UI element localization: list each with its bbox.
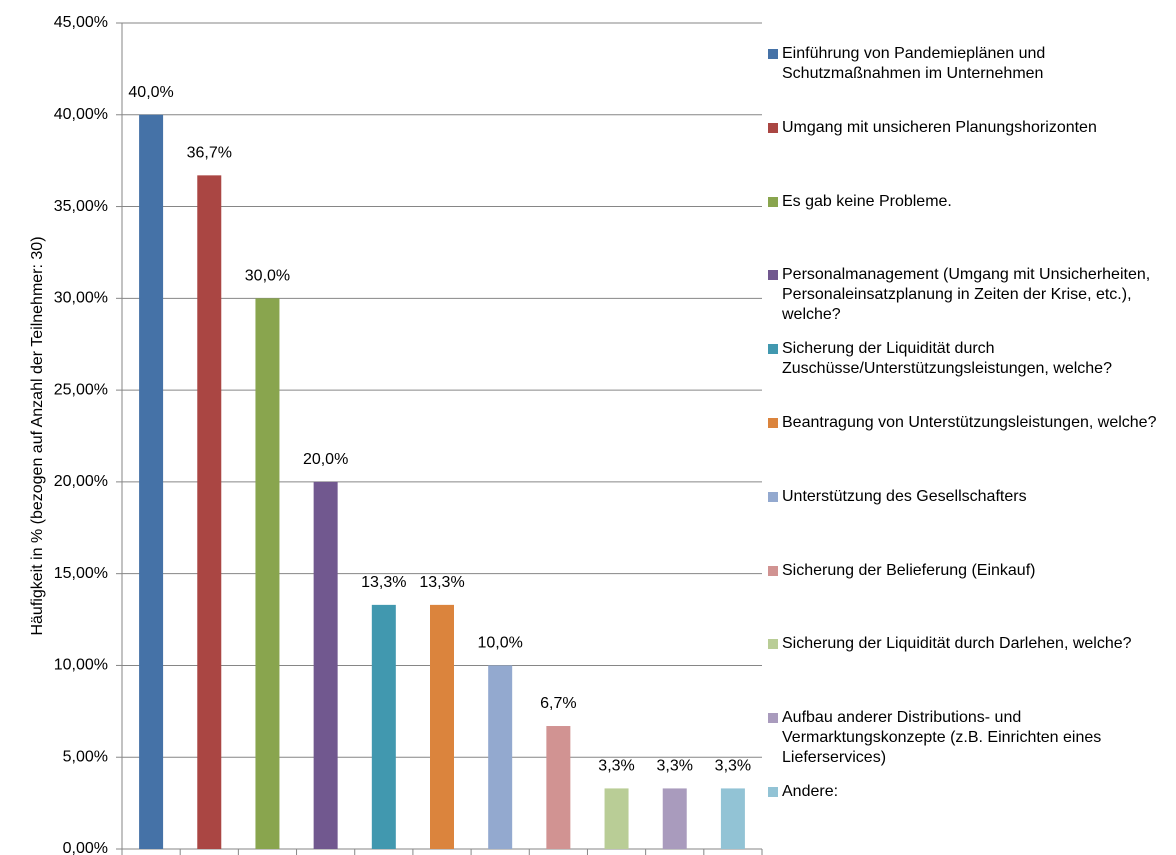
legend-label: Sicherung der Belieferung (Einkauf) — [782, 561, 1036, 579]
legend-swatch — [768, 418, 778, 428]
legend-label: Beantragung von Unterstützungsleistungen… — [782, 414, 1157, 431]
y-tick-label: 0,00% — [63, 840, 108, 855]
data-label: 40,0% — [128, 84, 173, 101]
legend-item: Einführung von Pandemieplänen und Schutz… — [768, 44, 1173, 84]
bar — [720, 788, 745, 849]
legend-label: Andere: — [782, 783, 839, 800]
legend-item: Personalmanagement (Umgang mit Unsicherh… — [768, 265, 1173, 325]
bar — [488, 665, 513, 849]
legend-item: Sicherung der Liquidität durch Zuschüsse… — [768, 339, 1173, 379]
data-label: 3,3% — [598, 758, 634, 775]
bar — [371, 604, 396, 849]
data-label: 10,0% — [477, 635, 522, 652]
y-tick-label: 20,00% — [54, 473, 108, 490]
legend-label: Unterstützung des Gesellschafters — [782, 487, 1027, 505]
bar — [430, 604, 454, 849]
y-tick-label: 25,00% — [54, 381, 108, 398]
data-label: 36,7% — [187, 145, 232, 162]
data-label: 3,3% — [715, 758, 751, 775]
legend-item: Andere: — [768, 782, 1173, 802]
legend-label: Aufbau anderer Distributions- und Vermar… — [782, 709, 1102, 767]
bar — [255, 298, 280, 849]
bar — [546, 726, 571, 849]
data-label: 13,3% — [361, 574, 406, 591]
data-label: 13,3% — [419, 574, 464, 591]
legend-item: Sicherung der Belieferung (Einkauf) — [768, 561, 1173, 581]
bar — [313, 481, 338, 849]
legend-swatch — [768, 49, 778, 59]
y-tick-label: 30,00% — [54, 290, 108, 307]
legend-swatch — [768, 122, 778, 133]
y-tick-label: 45,00% — [54, 14, 108, 31]
legend-label: Sicherung der Liquidität durch Darlehen,… — [782, 635, 1132, 653]
y-tick-label: 10,00% — [54, 657, 108, 674]
legend-label: Umgang mit unsicheren Planungshorizonten — [782, 118, 1097, 136]
data-label: 6,7% — [540, 695, 576, 712]
bar — [662, 788, 687, 849]
data-label: 3,3% — [656, 758, 692, 775]
legend-item: Es gab keine Probleme. — [768, 192, 1173, 212]
legend-swatch — [768, 491, 778, 502]
y-axis-label: Häufigkeit in % (bezogen auf Anzahl der … — [29, 236, 46, 635]
data-label: 30,0% — [245, 268, 290, 285]
legend-label: Sicherung der Liquidität durch Zuschüsse… — [782, 340, 1112, 378]
legend-swatch — [768, 196, 778, 207]
y-tick-label: 35,00% — [54, 198, 108, 215]
legend-label: Personalmanagement (Umgang mit Unsicherh… — [782, 266, 1151, 324]
legend-item: Aufbau anderer Distributions- und Vermar… — [768, 708, 1173, 768]
legend-swatch — [768, 713, 778, 724]
y-tick-label: 5,00% — [63, 748, 108, 765]
legend-item: Sicherung der Liquidität durch Darlehen,… — [768, 634, 1173, 654]
y-tick-label: 15,00% — [54, 565, 108, 582]
legend-label: Einführung von Pandemieplänen und Schutz… — [782, 45, 1046, 82]
data-label: 20,0% — [303, 451, 348, 468]
legend-item: Umgang mit unsicheren Planungshorizonten — [768, 118, 1173, 138]
bar — [139, 114, 164, 850]
legend-swatch — [768, 787, 778, 797]
bar — [604, 788, 629, 849]
legend-label: Es gab keine Probleme. — [782, 192, 952, 210]
legend-item: Unterstützung des Gesellschafters — [768, 487, 1173, 507]
legend-swatch — [768, 565, 778, 576]
legend-swatch — [768, 344, 778, 355]
y-tick-label: 40,00% — [54, 106, 108, 123]
legend-swatch — [768, 639, 778, 650]
legend-item: Beantragung von Unterstützungsleistungen… — [768, 413, 1173, 433]
legend-swatch — [768, 270, 778, 281]
bar — [197, 175, 222, 850]
